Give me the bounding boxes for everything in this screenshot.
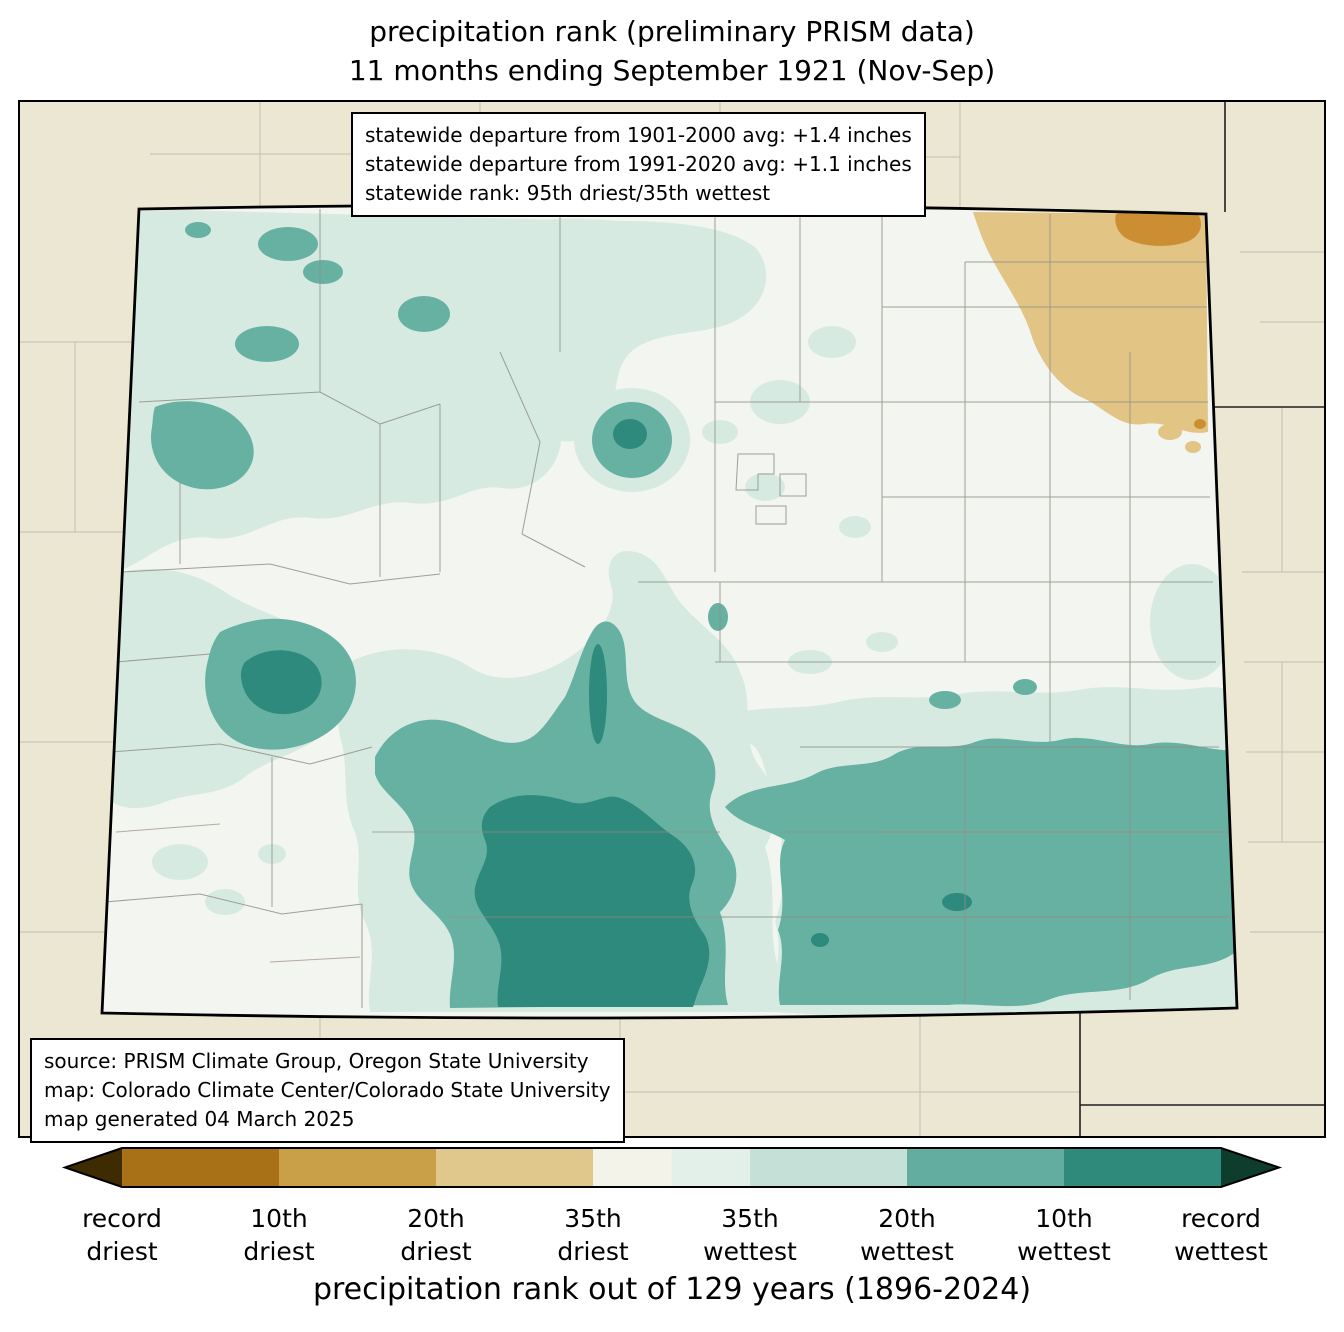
colorbar-outline (61, 1147, 1283, 1188)
stats-line2: statewide departure from 1991-2020 avg: … (365, 152, 912, 176)
blobs-orange (1115, 210, 1206, 429)
blobs-tan (973, 212, 1208, 453)
colorado-precip-map (20, 102, 1324, 1136)
colorbar-label-35th-wettest: 35th wettest (703, 1204, 797, 1266)
colorbar-label-20th-driest: 20th driest (400, 1204, 472, 1266)
source-line3: map generated 04 March 2025 (44, 1107, 355, 1131)
figure-title: precipitation rank (preliminary PRISM da… (0, 12, 1344, 90)
title-line2: 11 months ending September 1921 (Nov-Sep… (348, 54, 996, 88)
source-box: source: PRISM Climate Group, Oregon Stat… (30, 1038, 625, 1143)
colorbar-segment-35th-wettest (671, 1148, 750, 1187)
colorbar-label-20th-wettest: 20th wettest (860, 1204, 954, 1266)
colorbar-label-35th-driest: 35th driest (557, 1204, 629, 1266)
colorbar-segment-20th-driest (436, 1148, 593, 1187)
colorbar-label-10th-driest: 10th driest (243, 1204, 315, 1266)
colorbar-segment-10th-driest (279, 1148, 436, 1187)
title-line1: precipitation rank (preliminary PRISM da… (369, 15, 975, 48)
colorbar-label-record-wettest: record wettest (1174, 1204, 1268, 1266)
county-lines-south (115, 823, 1232, 963)
colorbar-segment-20th-wettest (750, 1148, 907, 1187)
stats-line3: statewide rank: 95th driest/35th wettest (365, 181, 771, 205)
stats-line1: statewide departure from 1901-2000 avg: … (365, 123, 912, 147)
colorbar (61, 1147, 1283, 1188)
colorbar-label-record-driest: record driest (82, 1204, 162, 1266)
colorbar-arrow-left (65, 1148, 122, 1187)
colorbar-segment-10th-wettest (907, 1148, 1064, 1187)
colorbar-segment-record-driest (122, 1148, 279, 1187)
colorbar-caption: precipitation rank out of 129 years (189… (312, 1272, 1032, 1307)
stats-box: statewide departure from 1901-2000 avg: … (351, 112, 926, 217)
colorbar-arrow-right (1221, 1148, 1279, 1187)
outside-state-borders (1079, 102, 1324, 1136)
source-line1: source: PRISM Climate Group, Oregon Stat… (44, 1049, 589, 1073)
colorbar-segment-35th-driest (593, 1148, 672, 1187)
blobs-dark-teal (240, 419, 972, 1007)
map-frame: statewide departure from 1901-2000 avg: … (18, 100, 1326, 1143)
colorbar-segment-record-wettest (1064, 1148, 1221, 1187)
colorbar-label-10th-wettest: 10th wettest (1017, 1204, 1111, 1266)
source-line2: map: Colorado Climate Center/Colorado St… (44, 1078, 611, 1102)
